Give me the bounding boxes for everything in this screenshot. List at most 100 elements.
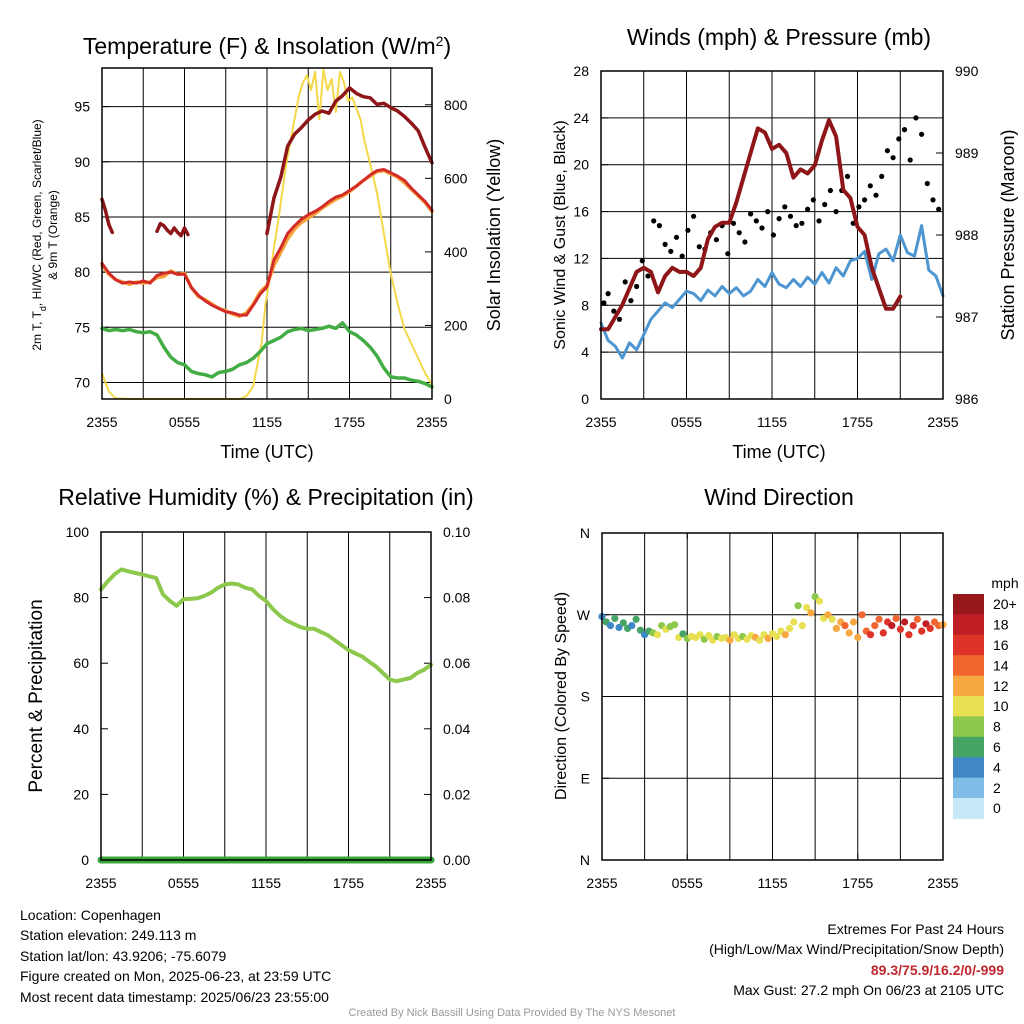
wind-gust-point xyxy=(656,223,663,229)
dir-xtick-label: 1155 xyxy=(757,875,787,891)
dir-point xyxy=(922,620,930,628)
wind-gust-point xyxy=(936,206,942,212)
wind-gust-point xyxy=(668,248,674,254)
dir-point xyxy=(773,632,781,641)
temp-y2tick-label: 0 xyxy=(444,391,452,407)
wind-gust-point xyxy=(685,227,691,233)
rh-ytick-label: 60 xyxy=(73,655,89,671)
temp-ytick-label: 80 xyxy=(74,264,90,280)
dir-ytick-label: N xyxy=(580,852,590,868)
rh-xtick-label: 2355 xyxy=(415,875,446,891)
wind-gust-point xyxy=(628,298,634,304)
speed-legend-label: 14 xyxy=(993,657,1009,673)
wind-xtick-label: 1755 xyxy=(842,414,873,430)
speed-legend-label: 10 xyxy=(993,698,1009,714)
temp_2m-line xyxy=(100,168,434,317)
wind-gust-point xyxy=(827,187,834,194)
wind-speed-line xyxy=(599,224,945,360)
wind-gust-point xyxy=(639,258,645,264)
dir-point xyxy=(875,615,883,623)
temp-xtick-label: 2355 xyxy=(86,414,117,430)
temp-ytick-label: 95 xyxy=(74,99,90,115)
dir-ylabel: Direction (Colored By Speed) xyxy=(553,592,570,800)
wind-xlabel: Time (UTC) xyxy=(732,442,825,462)
dir-point xyxy=(841,622,849,630)
wind-gust-point xyxy=(901,127,908,133)
wind-gust-point xyxy=(759,225,765,231)
wind-gust-point xyxy=(776,216,782,222)
speed-legend-swatch xyxy=(953,798,984,819)
temp-ytick-label: 85 xyxy=(74,209,90,225)
wind-gust-point xyxy=(645,273,651,279)
dir-point xyxy=(815,597,824,605)
temp-ylabel-line2: & 9m T (Orange) xyxy=(46,190,60,280)
extremes-title: Extremes For Past 24 Hours xyxy=(827,921,1004,937)
temp-ylabel-right: Solar Insolation (Yellow) xyxy=(484,139,504,331)
rh-y2tick-label: 0.06 xyxy=(443,655,470,671)
credit-line: Created By Nick Bassill Using Data Provi… xyxy=(348,1007,676,1019)
wind-frame xyxy=(600,70,944,400)
station-elevation: Station elevation: 249.113 m xyxy=(20,927,197,944)
max-gust: Max Gust: 27.2 mph On 06/23 at 2105 UTC xyxy=(733,982,1004,999)
dir-point xyxy=(854,633,862,642)
dir-point xyxy=(653,631,662,639)
wind-y2tick-label: 988 xyxy=(955,227,979,243)
wind-gust-point xyxy=(913,115,919,121)
dir-xtick-label: 2355 xyxy=(586,875,617,891)
dir-ytick-label: N xyxy=(580,525,590,541)
temp-frame xyxy=(101,67,433,400)
rh-y2tick-label: 0.02 xyxy=(443,786,470,802)
wind-gust-point xyxy=(844,173,851,179)
dir-point xyxy=(896,625,905,633)
dir-point xyxy=(828,615,836,623)
temp-xtick-label: 1155 xyxy=(252,414,282,430)
wind-ytick-label: 16 xyxy=(573,204,589,220)
temp-y2tick-label: 200 xyxy=(444,317,468,333)
wind-direction-chart: Wind Direction 2355 0555 1155 1755 2355 N E S W N D… xyxy=(553,484,1019,891)
speed-legend-swatch xyxy=(953,655,984,677)
temp-ytick-label: 75 xyxy=(74,319,90,335)
wind-gust-point xyxy=(799,220,805,226)
extremes-values: 89.3/75.9/16.2/0/-999 xyxy=(870,961,1004,978)
dir-point xyxy=(785,624,794,633)
dir-point xyxy=(619,619,627,627)
wind-gust-point xyxy=(862,197,868,203)
temp-xtick-label: 2355 xyxy=(416,414,447,430)
wind-gust-point xyxy=(736,230,742,236)
temp-ylabel-part: 2m T, T xyxy=(30,310,44,350)
wind-xtick-label: 2355 xyxy=(927,414,958,430)
extremes-box: Extremes For Past 24 Hours (High/Low/Max… xyxy=(709,919,1004,1001)
pressure-line xyxy=(599,118,903,332)
wind-gust-point xyxy=(884,148,891,154)
dir-xtick-label: 0555 xyxy=(672,875,703,891)
temp-ylabel: 2m T, Td, HI/WC (Red, Green, Scarlet/Blu… xyxy=(30,119,48,350)
dir-frame xyxy=(601,532,944,861)
temp-title-main: Temperature (F) & Insolation (W/m xyxy=(83,33,436,59)
wind-gust-point xyxy=(919,131,925,137)
dir-ytick-label: W xyxy=(577,607,591,623)
wind-ytick-label: 8 xyxy=(581,297,589,313)
speed-legend-label: 18 xyxy=(993,617,1009,633)
wind-y2tick-label: 990 xyxy=(955,63,979,79)
dir-point xyxy=(918,627,926,635)
wind-gust-point xyxy=(896,136,902,142)
wind-gust-point xyxy=(611,308,617,314)
speed-legend-label: 4 xyxy=(993,759,1001,775)
wind-gust-point xyxy=(616,316,623,322)
speed-legend-title: mph xyxy=(991,575,1018,591)
dir-point xyxy=(832,624,841,633)
temp-ylabel-sub: d xyxy=(38,306,48,311)
dir-xtick-label: 1755 xyxy=(842,875,873,891)
temp-ytick-label: 70 xyxy=(74,374,90,390)
dir-ytick-label: E xyxy=(581,770,590,786)
dir-point xyxy=(726,636,734,644)
dir-point xyxy=(901,618,909,626)
dir-chart-title: Wind Direction xyxy=(704,484,854,510)
wind-ytick-label: 12 xyxy=(573,250,589,266)
dir-point xyxy=(871,622,879,630)
wind-ytick-label: 28 xyxy=(573,63,589,79)
wind-y2tick-label: 987 xyxy=(955,309,979,325)
rh-xtick-label: 1155 xyxy=(251,875,281,891)
wind-gust-point xyxy=(810,197,816,203)
